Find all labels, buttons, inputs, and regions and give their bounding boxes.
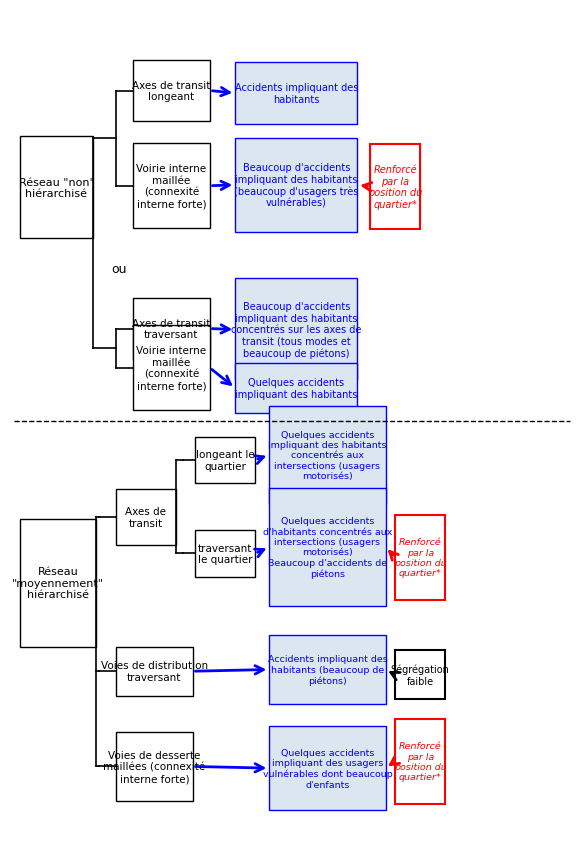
FancyBboxPatch shape <box>395 650 445 699</box>
FancyBboxPatch shape <box>196 531 255 577</box>
FancyBboxPatch shape <box>235 279 357 381</box>
FancyBboxPatch shape <box>116 490 175 545</box>
Text: Voirie interne
maillée
(connexité
interne forte): Voirie interne maillée (connexité intern… <box>136 346 207 390</box>
Text: Quelques accidents
d'habitants concentrés aux
intersections (usagers
motorisés)
: Quelques accidents d'habitants concentré… <box>263 516 392 579</box>
Text: Voirie interne
maillée
(connexité
interne forte): Voirie interne maillée (connexité intern… <box>136 164 207 209</box>
Text: Voies de distribution
traversant: Voies de distribution traversant <box>101 660 208 682</box>
FancyBboxPatch shape <box>269 489 385 606</box>
FancyBboxPatch shape <box>370 145 420 230</box>
Text: ou: ou <box>111 262 126 275</box>
FancyBboxPatch shape <box>235 63 357 124</box>
FancyBboxPatch shape <box>133 60 209 122</box>
FancyBboxPatch shape <box>269 727 385 810</box>
FancyBboxPatch shape <box>395 719 445 804</box>
Text: Renforcé
par la
position du
quartier*: Renforcé par la position du quartier* <box>394 538 447 578</box>
FancyBboxPatch shape <box>116 647 193 696</box>
FancyBboxPatch shape <box>196 437 255 484</box>
Text: Accidents impliquant des
habitants: Accidents impliquant des habitants <box>234 83 358 105</box>
FancyBboxPatch shape <box>269 406 385 504</box>
Text: Axes de transit
longeant: Axes de transit longeant <box>132 81 211 102</box>
FancyBboxPatch shape <box>235 139 357 233</box>
FancyBboxPatch shape <box>133 144 209 229</box>
Text: Renforcé
par la
position du
quartier*: Renforcé par la position du quartier* <box>394 741 447 781</box>
FancyBboxPatch shape <box>116 732 193 802</box>
Text: Quelques accidents
impliquant des habitants: Quelques accidents impliquant des habita… <box>235 377 357 400</box>
Text: Beaucoup d'accidents
impliquant des habitants
(beaucoup d'usagers très
vulnérabl: Beaucoup d'accidents impliquant des habi… <box>234 163 358 209</box>
FancyBboxPatch shape <box>235 364 357 413</box>
FancyBboxPatch shape <box>20 520 96 647</box>
Text: Réseau
"moyennement"
hiérarchisé: Réseau "moyennement" hiérarchisé <box>12 567 104 600</box>
FancyBboxPatch shape <box>133 325 209 411</box>
Text: Réseau "non"
hiérarchisé: Réseau "non" hiérarchisé <box>18 177 95 199</box>
Text: Renforcé
par la
position du
quartier*: Renforcé par la position du quartier* <box>368 165 422 210</box>
Text: Axes de
transit: Axes de transit <box>125 506 166 528</box>
FancyBboxPatch shape <box>133 298 209 360</box>
Text: Axes de transit
traversant: Axes de transit traversant <box>132 319 211 340</box>
Text: longeant le
quartier: longeant le quartier <box>196 450 254 471</box>
Text: Voies de desserte
maillées (connexité
interne forte): Voies de desserte maillées (connexité in… <box>103 750 205 783</box>
Text: traversant
le quartier: traversant le quartier <box>198 543 253 565</box>
Text: Accidents impliquant des
habitants (beaucoup de
piétons): Accidents impliquant des habitants (beau… <box>268 654 387 685</box>
FancyBboxPatch shape <box>395 515 445 600</box>
Text: Quelques accidents
impliquant des usagers
vulnérables dont beaucoup
d'enfants: Quelques accidents impliquant des usager… <box>263 748 392 789</box>
Text: Quelques accidents
impliquant des habitants
concentrés aux
intersections (usager: Quelques accidents impliquant des habita… <box>268 430 387 481</box>
Text: Ségrégation
faible: Ségrégation faible <box>391 664 449 686</box>
FancyBboxPatch shape <box>269 635 385 705</box>
Text: Beaucoup d'accidents
impliquant des habitants
concentrés sur les axes de
transit: Beaucoup d'accidents impliquant des habi… <box>231 302 361 359</box>
FancyBboxPatch shape <box>20 137 93 239</box>
